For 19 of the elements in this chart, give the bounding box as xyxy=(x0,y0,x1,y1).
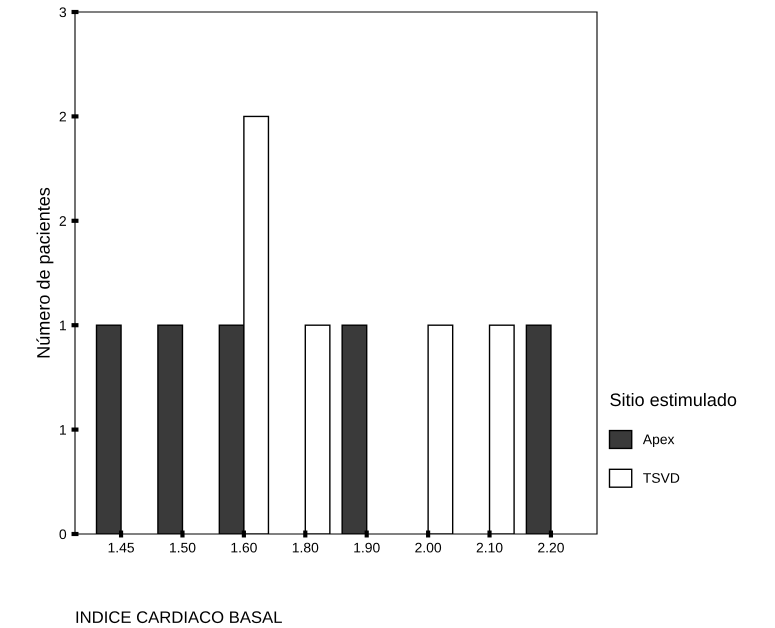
y-tick-label: 2 xyxy=(60,112,66,122)
y-tick-label: 1 xyxy=(60,425,66,435)
x-axis-title: INDICE CARDIACO BASAL xyxy=(76,611,282,624)
y-tick-label: 1 xyxy=(60,320,66,330)
y-axis-title: Número de pacientes xyxy=(36,188,54,358)
x-tick-label: 1.60 xyxy=(231,542,257,553)
x-tick-label: 2.20 xyxy=(538,542,564,553)
legend-label: TSVD xyxy=(643,473,680,483)
x-tick-label: 2.00 xyxy=(415,542,442,553)
x-tick-label: 1.45 xyxy=(108,542,134,553)
y-tick-label: 2 xyxy=(60,216,66,226)
x-tick-label: 2.10 xyxy=(476,542,503,553)
legend-label: Apex xyxy=(642,434,674,447)
y-tick-label: 0 xyxy=(59,529,66,540)
y-tick-label: 3 xyxy=(59,7,66,18)
x-tick-label: 1.90 xyxy=(354,542,380,553)
x-tick-label: 1.80 xyxy=(292,542,318,553)
x-tick-label: 1.50 xyxy=(170,542,196,553)
legend-title: Sitio estimulado xyxy=(610,392,736,406)
